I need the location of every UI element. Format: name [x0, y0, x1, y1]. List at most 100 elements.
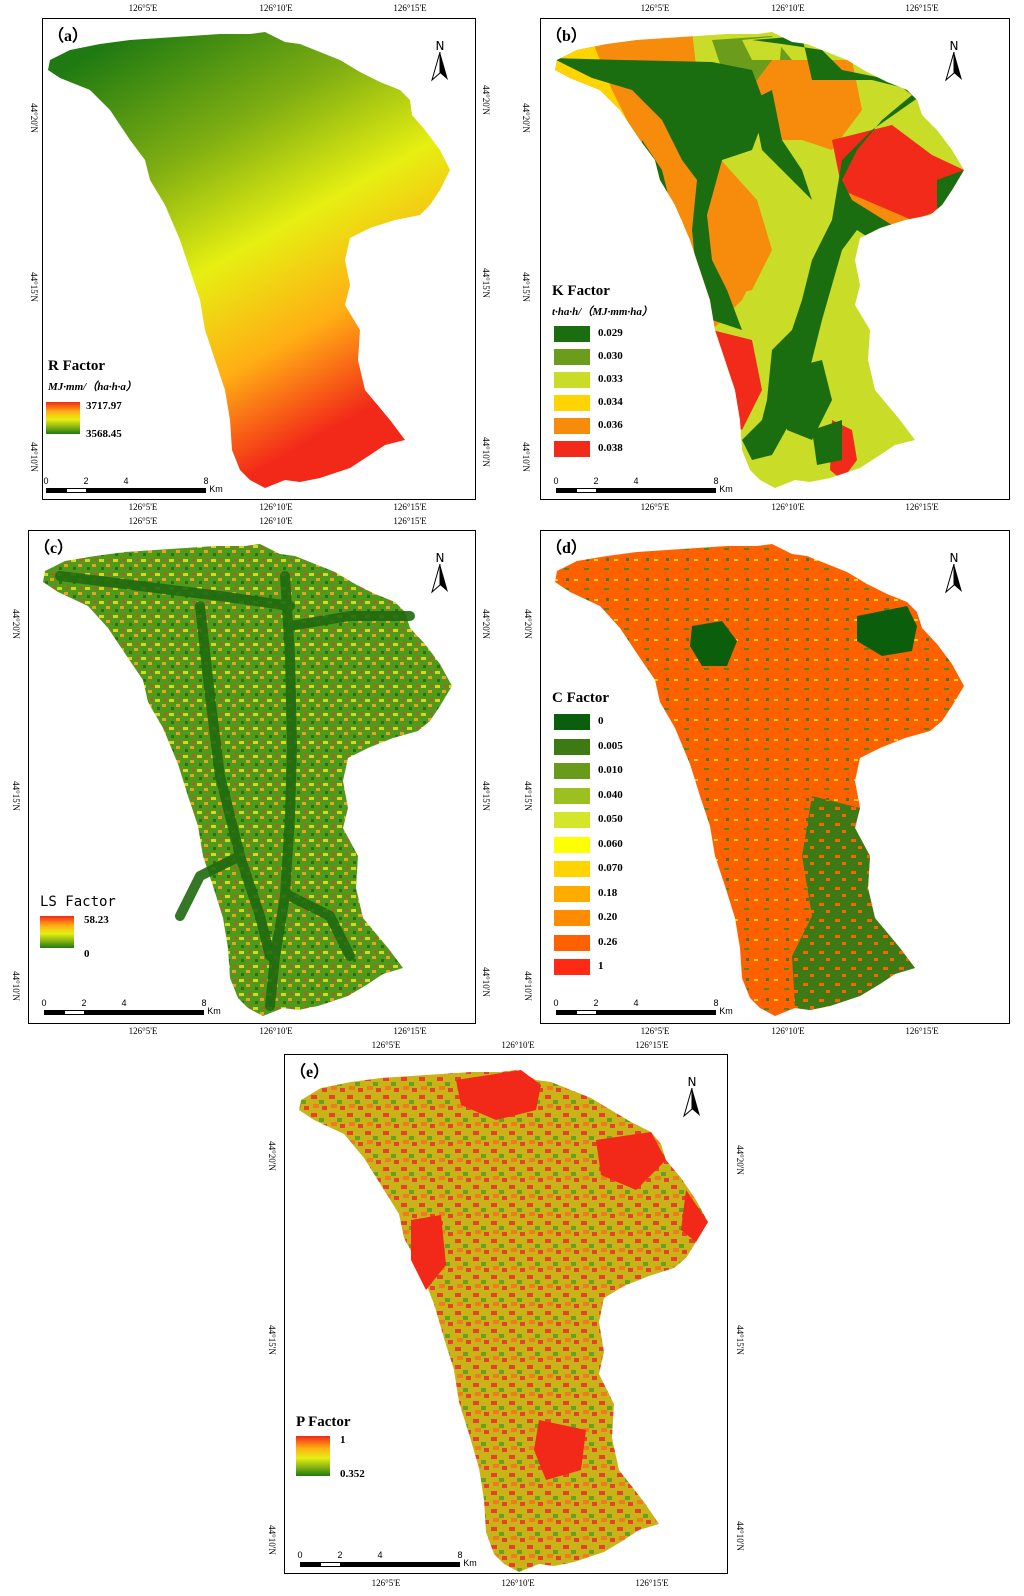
- water-area-west: [690, 621, 737, 666]
- legend-value: 0.050: [598, 813, 623, 825]
- legend-unit: t·ha·h/（MJ·mm·ha）: [552, 306, 653, 318]
- lon-tick-bottom-2: 126°10'E: [259, 502, 293, 512]
- lon-tick-top-1: 126°5'E: [128, 516, 158, 526]
- lon-tick-bottom-3: 126°15'E: [905, 502, 939, 512]
- scale-label-0: 0: [553, 998, 559, 1008]
- legend-gradient: [296, 1436, 330, 1476]
- watershed-p-texture: [299, 1070, 708, 1572]
- legend-value: 0.005: [598, 739, 623, 752]
- legend-swatch: [554, 738, 590, 755]
- lon-tick-top-1: 126°5'E: [371, 1040, 401, 1050]
- lon-tick-bottom-3: 126°15'E: [905, 1026, 939, 1036]
- north-arrow-icon: [945, 51, 962, 82]
- panel-a: 126°5'E 126°10'E 126°15'E 44°20'N 44°15'…: [0, 0, 512, 516]
- watershed-map-p: [299, 1070, 708, 1572]
- scale-label-2: 2: [337, 1550, 343, 1560]
- lon-tick-bottom-3: 126°15'E: [635, 1578, 669, 1588]
- north-arrow: N: [942, 552, 966, 599]
- lon-tick-top-3: 126°15'E: [393, 516, 427, 526]
- panel-c: 126°5'E 126°10'E 126°15'E 44°20'N 44°15'…: [0, 516, 512, 1040]
- panel-b: 126°5'E 126°10'E 126°15'E 44°20'N 44°15'…: [512, 0, 1024, 516]
- legend-value: 0.029: [598, 327, 623, 339]
- north-arrow: N: [428, 552, 452, 599]
- legend-swatch: [554, 349, 590, 365]
- north-arrow-icon: [945, 563, 962, 594]
- lon-tick-top-2: 126°10'E: [501, 1040, 535, 1050]
- scale-bar: 0 2 4 8 Km: [297, 1550, 500, 1572]
- legend-title: LS Factor: [40, 894, 116, 910]
- lon-tick-bottom-1: 126°5'E: [640, 502, 670, 512]
- lon-tick-bottom-2: 126°10'E: [771, 502, 805, 512]
- watershed-map-ls: [43, 544, 452, 1016]
- lon-tick-bottom-1: 126°5'E: [371, 1578, 401, 1588]
- watershed-ls-texture: [43, 544, 452, 1016]
- scale-unit: Km: [719, 1006, 733, 1016]
- water-area-east: [857, 606, 917, 656]
- scale-label-8: 8: [201, 998, 207, 1008]
- legend-title: P Factor: [296, 1414, 351, 1430]
- scale-label-0: 0: [43, 476, 49, 486]
- lon-tick-bottom-1: 126°5'E: [640, 1026, 670, 1036]
- legend-swatch: [554, 763, 590, 779]
- legend-value: 0.26: [598, 935, 618, 948]
- lon-tick-top-2: 126°10'E: [259, 3, 293, 13]
- legend-swatch: [554, 395, 590, 411]
- lon-tick-bottom-1: 126°5'E: [128, 502, 158, 512]
- legend-max: 1: [340, 1434, 346, 1446]
- north-arrow: N: [428, 40, 452, 87]
- panel-label: （e）: [290, 1064, 330, 1081]
- watershed-map-k: [555, 32, 964, 488]
- legend-gradient: [40, 916, 74, 948]
- panel-label: （b）: [546, 28, 587, 45]
- scale-unit: Km: [719, 484, 733, 494]
- legend-value: 0: [598, 715, 604, 727]
- lon-tick-bottom-1: 126°5'E: [128, 1026, 158, 1036]
- north-arrow-icon: [431, 563, 448, 594]
- panel-label: （a）: [48, 28, 89, 45]
- legend-value: 0.036: [598, 419, 623, 431]
- scale-label-8: 8: [713, 476, 719, 486]
- scale-bar: 0 2 4 8 Km: [553, 476, 756, 498]
- north-arrow: N: [942, 40, 966, 87]
- red-area-south: [534, 1420, 586, 1480]
- legend-value: 0.038: [598, 442, 623, 454]
- legend-gradient: [46, 402, 80, 434]
- legend-max: 3717.97: [86, 400, 122, 412]
- scale-label-4: 4: [123, 476, 129, 486]
- legend-min: 0.352: [340, 1468, 365, 1480]
- lon-tick-top-1: 126°5'E: [640, 3, 670, 13]
- legend-swatch: [554, 885, 590, 902]
- legend-min: 3568.45: [86, 428, 122, 440]
- legend-title: R Factor: [48, 358, 106, 374]
- scale-unit: Km: [463, 1558, 477, 1568]
- legend-value: 0.034: [598, 396, 623, 408]
- lon-tick-bottom-2: 126°10'E: [771, 1026, 805, 1036]
- scale-label-2: 2: [81, 998, 87, 1008]
- legend-swatch: [554, 714, 590, 730]
- legend-value: 0.040: [598, 788, 623, 801]
- scale-label-2: 2: [83, 476, 89, 486]
- panel-d: 44°20'N 44°15'N 44°10'N 126°5'E 126°10'E…: [512, 516, 1024, 1040]
- legend-swatch: [554, 959, 590, 975]
- scale-bar: 0 2 4 8 Km: [41, 998, 244, 1020]
- red-area-east: [596, 1132, 666, 1190]
- lon-tick-bottom-3: 126°15'E: [393, 502, 427, 512]
- legend-value: 0.070: [598, 862, 623, 874]
- legend-value: 0.20: [598, 911, 618, 923]
- scale-unit: Km: [209, 484, 223, 494]
- lon-tick-top-2: 126°10'E: [771, 3, 805, 13]
- legend-min: 0: [84, 948, 90, 960]
- legend-classes: 0 0.005 0.010 0.040 0.050 0.060 0.070 0.18 0.20 0…: [554, 714, 674, 984]
- scale-label-0: 0: [297, 1550, 303, 1560]
- lon-tick-top-3: 126°15'E: [393, 3, 427, 13]
- legend-value: 1: [598, 960, 604, 972]
- red-area-northeast-edge: [681, 1190, 708, 1242]
- legend-title: K Factor: [552, 283, 610, 299]
- scale-label-4: 4: [377, 1550, 383, 1560]
- legend-unit: MJ·mm/（ha·h·a）: [48, 381, 137, 393]
- scale-label-4: 4: [121, 998, 127, 1008]
- scale-label-4: 4: [633, 998, 639, 1008]
- panel-label: （c）: [34, 540, 74, 557]
- lon-tick-bottom-2: 126°10'E: [501, 1578, 535, 1588]
- lon-tick-bottom-2: 126°10'E: [259, 1026, 293, 1036]
